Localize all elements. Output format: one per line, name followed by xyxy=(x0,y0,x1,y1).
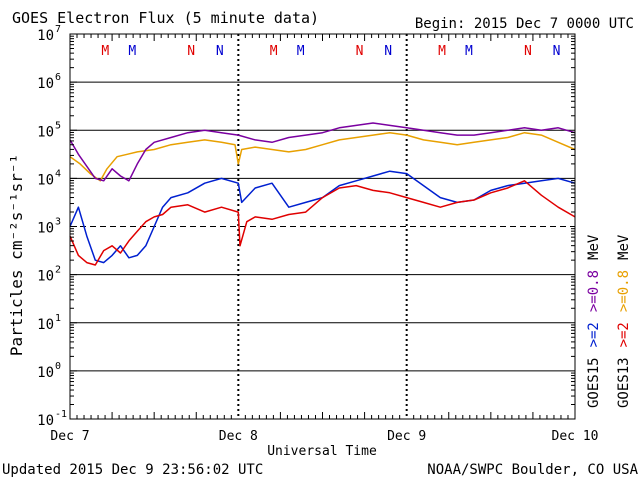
legend-entry: GOES15 xyxy=(586,357,602,408)
y-tick-label: 10 5 xyxy=(37,120,61,140)
marker-m: M xyxy=(438,44,446,59)
legend-entry: MeV xyxy=(586,234,602,260)
y-tick-exponent: 2 xyxy=(55,265,61,276)
source-credit: NOAA/SWPC Boulder, CO USA xyxy=(427,462,638,478)
y-tick-base: 10 xyxy=(37,124,54,140)
legend-column: GOES15 >=2 >=0.8 MeV xyxy=(586,234,602,408)
marker-m: M xyxy=(101,44,109,59)
x-axis-label: Universal Time xyxy=(267,444,377,459)
series-goes15-0-8-mev xyxy=(69,122,576,182)
x-tick-label: Dec 7 xyxy=(50,429,89,444)
x-tick-label: Dec 8 xyxy=(219,429,258,444)
marker-n: N xyxy=(524,44,532,59)
y-tick-exponent: 6 xyxy=(55,72,61,83)
y-tick-exponent: 1 xyxy=(55,313,61,324)
grid xyxy=(70,34,575,419)
y-tick-exponent: 3 xyxy=(55,217,61,228)
marker-n: N xyxy=(216,44,224,59)
data-series xyxy=(69,122,576,266)
series-goes13-2-mev xyxy=(69,180,576,266)
legend-entry: >=0.8 xyxy=(586,270,602,312)
y-tick-base: 10 xyxy=(37,76,54,92)
y-axis-label: Particles cm⁻²s⁻¹sr⁻¹ xyxy=(7,154,26,356)
legend-entry: GOES13 xyxy=(616,357,632,408)
begin-label: Begin: 2015 Dec 7 0000 UTC xyxy=(415,16,634,32)
y-tick-base: 10 xyxy=(37,28,54,44)
marker-m: M xyxy=(128,44,136,59)
chart-title: GOES Electron Flux (5 minute data) xyxy=(12,9,319,27)
marker-n: N xyxy=(553,44,561,59)
x-axis: Dec 7 Dec 8 Dec 9 Dec 10 xyxy=(50,34,598,444)
y-tick-label: 10 0 xyxy=(37,361,61,381)
y-tick-label: 10 1 xyxy=(37,313,61,333)
marker-m: M xyxy=(465,44,473,59)
y-tick-label: 10 -1 xyxy=(37,409,67,429)
marker-m: M xyxy=(270,44,278,59)
legend: GOES15 >=2 >=0.8 MeV GOES13 >=2 >=0.8 MeV xyxy=(586,234,632,408)
legend-entry: >=2 xyxy=(586,322,602,347)
y-tick-base: 10 xyxy=(37,413,54,429)
y-tick-exponent: 4 xyxy=(55,168,61,179)
legend-column: GOES13 >=2 >=0.8 MeV xyxy=(616,234,632,408)
y-tick-exponent: 0 xyxy=(55,361,61,372)
marker-n: N xyxy=(384,44,392,59)
legend-entry: >=2 xyxy=(616,322,632,347)
y-tick-base: 10 xyxy=(37,221,54,237)
marker-m: M xyxy=(297,44,305,59)
updated-timestamp: Updated 2015 Dec 9 23:56:02 UTC xyxy=(2,462,263,478)
y-tick-base: 10 xyxy=(37,317,54,333)
y-tick-exponent: 7 xyxy=(55,24,61,35)
legend-entry: >=0.8 xyxy=(616,270,632,312)
y-tick-label: 10 2 xyxy=(37,265,61,285)
x-tick-label: Dec 9 xyxy=(387,429,426,444)
y-tick-exponent: 5 xyxy=(55,120,61,131)
legend-entry: MeV xyxy=(616,234,632,260)
y-tick-base: 10 xyxy=(37,172,54,188)
y-tick-base: 10 xyxy=(37,365,54,381)
y-tick-label: 10 4 xyxy=(37,168,61,188)
x-tick-label: Dec 10 xyxy=(552,429,599,444)
y-tick-label: 10 7 xyxy=(37,24,61,44)
series-goes13-0-8-mev xyxy=(69,131,576,182)
y-tick-base: 10 xyxy=(37,269,54,285)
marker-n: N xyxy=(356,44,364,59)
y-tick-exponent: -1 xyxy=(55,409,67,420)
y-tick-label: 10 3 xyxy=(37,217,61,237)
marker-n: N xyxy=(187,44,195,59)
y-tick-label: 10 6 xyxy=(37,72,61,92)
